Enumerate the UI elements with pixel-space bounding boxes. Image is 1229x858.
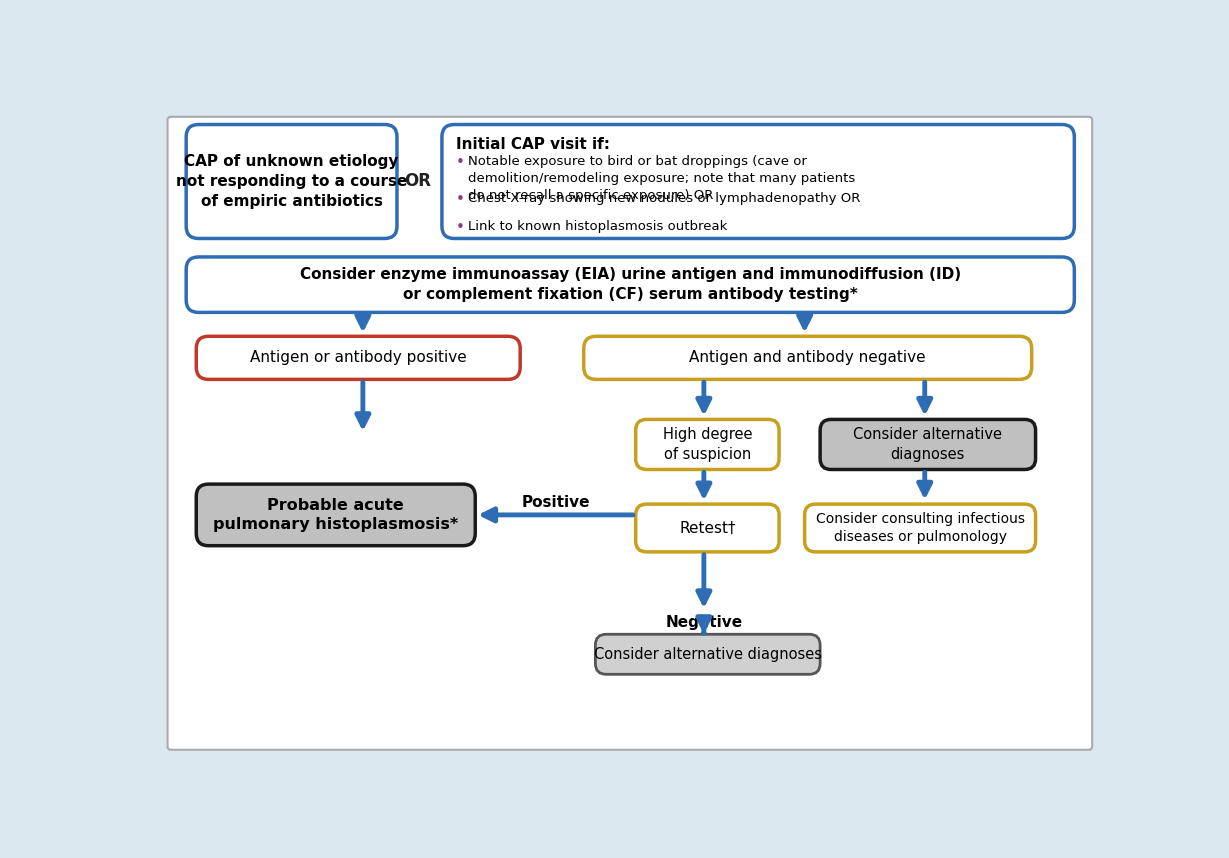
FancyBboxPatch shape [635, 420, 779, 469]
Text: Antigen or antibody positive: Antigen or antibody positive [249, 350, 467, 366]
Text: Antigen and antibody negative: Antigen and antibody negative [689, 350, 925, 366]
FancyBboxPatch shape [154, 103, 1106, 764]
FancyBboxPatch shape [635, 505, 779, 552]
Text: •: • [456, 192, 465, 208]
Text: Chest X-ray showing new nodules or lymphadenopathy OR: Chest X-ray showing new nodules or lymph… [468, 192, 860, 205]
FancyBboxPatch shape [186, 257, 1074, 312]
Text: Consider consulting infectious
diseases or pulmonology: Consider consulting infectious diseases … [816, 512, 1025, 544]
Text: Consider alternative
diagnoses: Consider alternative diagnoses [853, 427, 1003, 462]
Text: Link to known histoplasmosis outbreak: Link to known histoplasmosis outbreak [468, 220, 728, 233]
FancyBboxPatch shape [584, 336, 1031, 379]
Text: Negative: Negative [665, 615, 742, 630]
Text: OR: OR [403, 172, 430, 190]
Text: •: • [456, 155, 465, 171]
FancyBboxPatch shape [820, 420, 1036, 469]
Text: Retest†: Retest† [680, 521, 736, 535]
Text: High degree
of suspicion: High degree of suspicion [662, 427, 752, 462]
FancyBboxPatch shape [805, 505, 1036, 552]
Text: Initial CAP visit if:: Initial CAP visit if: [456, 136, 610, 152]
FancyBboxPatch shape [167, 117, 1093, 750]
Text: •: • [456, 220, 465, 235]
Text: Probable acute
pulmonary histoplasmosis*: Probable acute pulmonary histoplasmosis* [213, 498, 458, 532]
Text: Positive: Positive [521, 495, 590, 511]
FancyBboxPatch shape [186, 124, 397, 239]
FancyBboxPatch shape [442, 124, 1074, 239]
Text: Notable exposure to bird or bat droppings (cave or
demolition/remodeling exposur: Notable exposure to bird or bat dropping… [468, 155, 855, 202]
Text: Consider enzyme immunoassay (EIA) urine antigen and immunodiffusion (ID)
or comp: Consider enzyme immunoassay (EIA) urine … [300, 268, 961, 302]
FancyBboxPatch shape [197, 336, 520, 379]
Text: Consider alternative diagnoses: Consider alternative diagnoses [594, 647, 822, 662]
Text: CAP of unknown etiology
not responding to a course
of empiric antibiotics: CAP of unknown etiology not responding t… [176, 154, 407, 208]
FancyBboxPatch shape [197, 484, 476, 546]
FancyBboxPatch shape [595, 634, 820, 674]
